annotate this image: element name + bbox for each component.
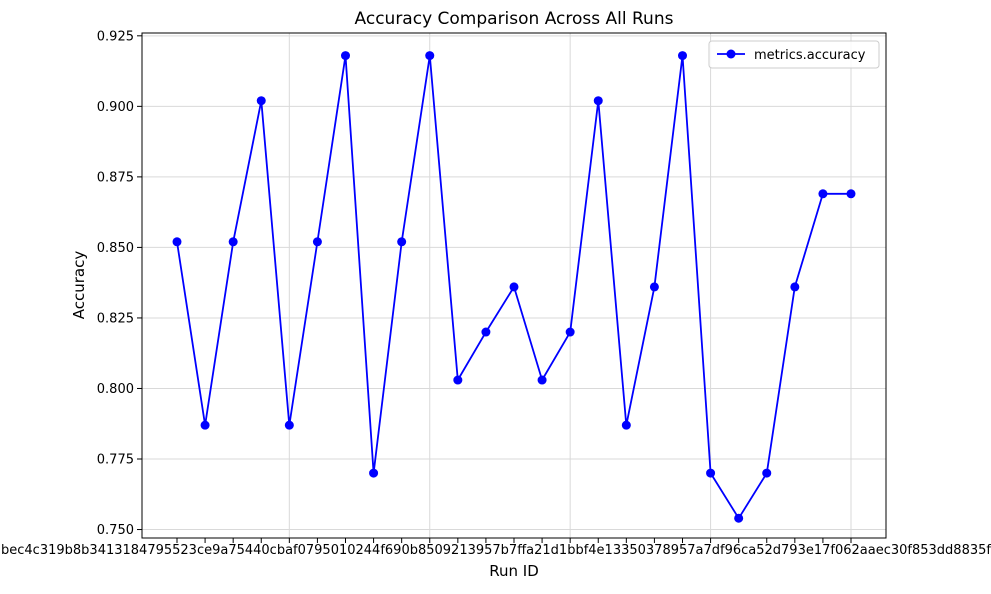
data-point (846, 189, 856, 199)
y-tick-label: 0.825 (97, 311, 134, 326)
y-tick-label: 0.875 (97, 170, 134, 185)
data-point (481, 327, 491, 337)
y-tick-label: 0.775 (97, 453, 134, 468)
data-point (509, 282, 519, 292)
data-point (425, 51, 435, 61)
y-axis: 0.750 0.775 0.800 0.825 0.850 0.875 0.900 0.925 (97, 29, 142, 538)
data-point (341, 51, 350, 61)
data-point (200, 420, 210, 430)
data-point (537, 375, 547, 385)
data-point (734, 513, 744, 523)
data-point (256, 96, 266, 106)
data-point (453, 375, 463, 385)
legend-frame (708, 40, 880, 69)
data-point (312, 237, 322, 247)
data-point (678, 51, 687, 61)
chart-title: Accuracy Comparison Across All Runs (355, 9, 674, 29)
data-point (649, 282, 659, 292)
data-point (397, 237, 407, 247)
y-tick-label: 0.750 (97, 523, 134, 538)
data-point (790, 282, 800, 292)
y-tick-label: 0.925 (97, 29, 134, 44)
x-tick-labels: bec4c319b8b3413184795523ce9a75440cbaf079… (1, 543, 991, 558)
y-tick-label: 0.850 (97, 241, 134, 256)
x-axis-label: Run ID (489, 562, 539, 580)
series-layer (172, 51, 856, 523)
data-point (228, 237, 238, 247)
data-point (284, 420, 294, 430)
grid-layer (142, 33, 886, 538)
data-point (818, 189, 828, 199)
legend: metrics.accuracy (708, 40, 880, 69)
data-point (621, 420, 631, 430)
legend-label: metrics.accuracy (754, 48, 866, 63)
data-point (593, 96, 603, 106)
y-tick-label: 0.900 (97, 100, 134, 115)
data-point (369, 468, 379, 478)
legend-marker-swatch (726, 49, 736, 59)
data-point (565, 327, 575, 337)
x-axis (176, 538, 852, 543)
data-point (762, 468, 772, 478)
y-axis-label: Accuracy (70, 251, 88, 320)
y-tick-label: 0.800 (97, 382, 134, 397)
data-point (706, 468, 716, 478)
data-point (172, 237, 182, 247)
